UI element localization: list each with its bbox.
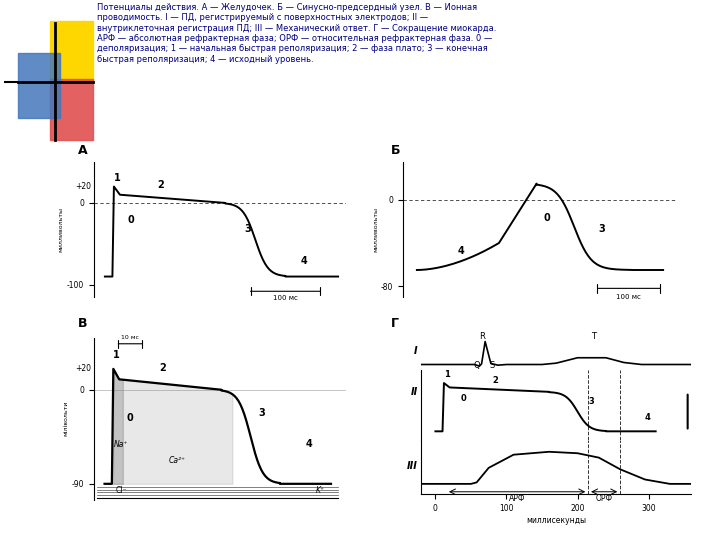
Text: Г: Г [391,316,399,330]
Text: АРФ: АРФ [509,494,526,503]
Text: 4: 4 [645,413,651,422]
Y-axis label: мілівольти: мілівольти [63,401,68,436]
Y-axis label: милливольты: милливольты [59,207,64,252]
Text: T: T [590,332,595,341]
Text: 2: 2 [159,363,166,373]
Text: В: В [78,316,87,330]
Text: Потенциалы действия. А — Желудочек. Б — Синусно-предсердный узел. В — Ионная
про: Потенциалы действия. А — Желудочек. Б — … [97,3,497,64]
Bar [50,79,93,140]
Text: +20: +20 [76,182,91,191]
Bar [18,52,60,118]
Text: 3: 3 [244,224,251,233]
Text: А: А [78,144,87,157]
Text: II: II [410,387,418,397]
Bar [50,21,93,82]
Text: 1: 1 [444,370,450,380]
X-axis label: миллисекунды: миллисекунды [526,516,586,524]
Text: 1: 1 [112,350,120,360]
Text: Б: Б [391,144,400,157]
Text: 1: 1 [114,173,121,183]
Text: ОРФ: ОРФ [596,494,613,503]
Y-axis label: милливольты: милливольты [374,207,378,252]
Text: 0: 0 [460,395,466,403]
Text: R: R [479,332,485,341]
Text: 4: 4 [300,256,307,266]
Text: 3: 3 [598,224,605,234]
Text: S: S [490,361,495,370]
Text: 2: 2 [492,376,498,385]
Text: Ca²⁺: Ca²⁺ [169,456,186,465]
Text: I: I [414,346,418,356]
Text: Cl⁻: Cl⁻ [115,486,127,495]
Text: 4: 4 [305,439,312,449]
Text: 100 мс: 100 мс [616,294,642,300]
Text: 10 мс: 10 мс [121,335,139,340]
Text: 3: 3 [258,408,265,418]
Text: 2: 2 [158,180,164,190]
Text: K⁺: K⁺ [315,486,325,495]
Text: 0: 0 [127,215,134,225]
Text: +20: +20 [76,364,91,373]
Text: 4: 4 [458,246,464,256]
Text: Q: Q [473,361,480,370]
Text: Na⁺: Na⁺ [114,440,128,449]
Text: 3: 3 [588,397,594,406]
Text: 0: 0 [544,213,550,224]
Text: III: III [407,461,418,471]
Text: 100 мс: 100 мс [273,295,298,301]
Text: 0: 0 [127,413,133,423]
